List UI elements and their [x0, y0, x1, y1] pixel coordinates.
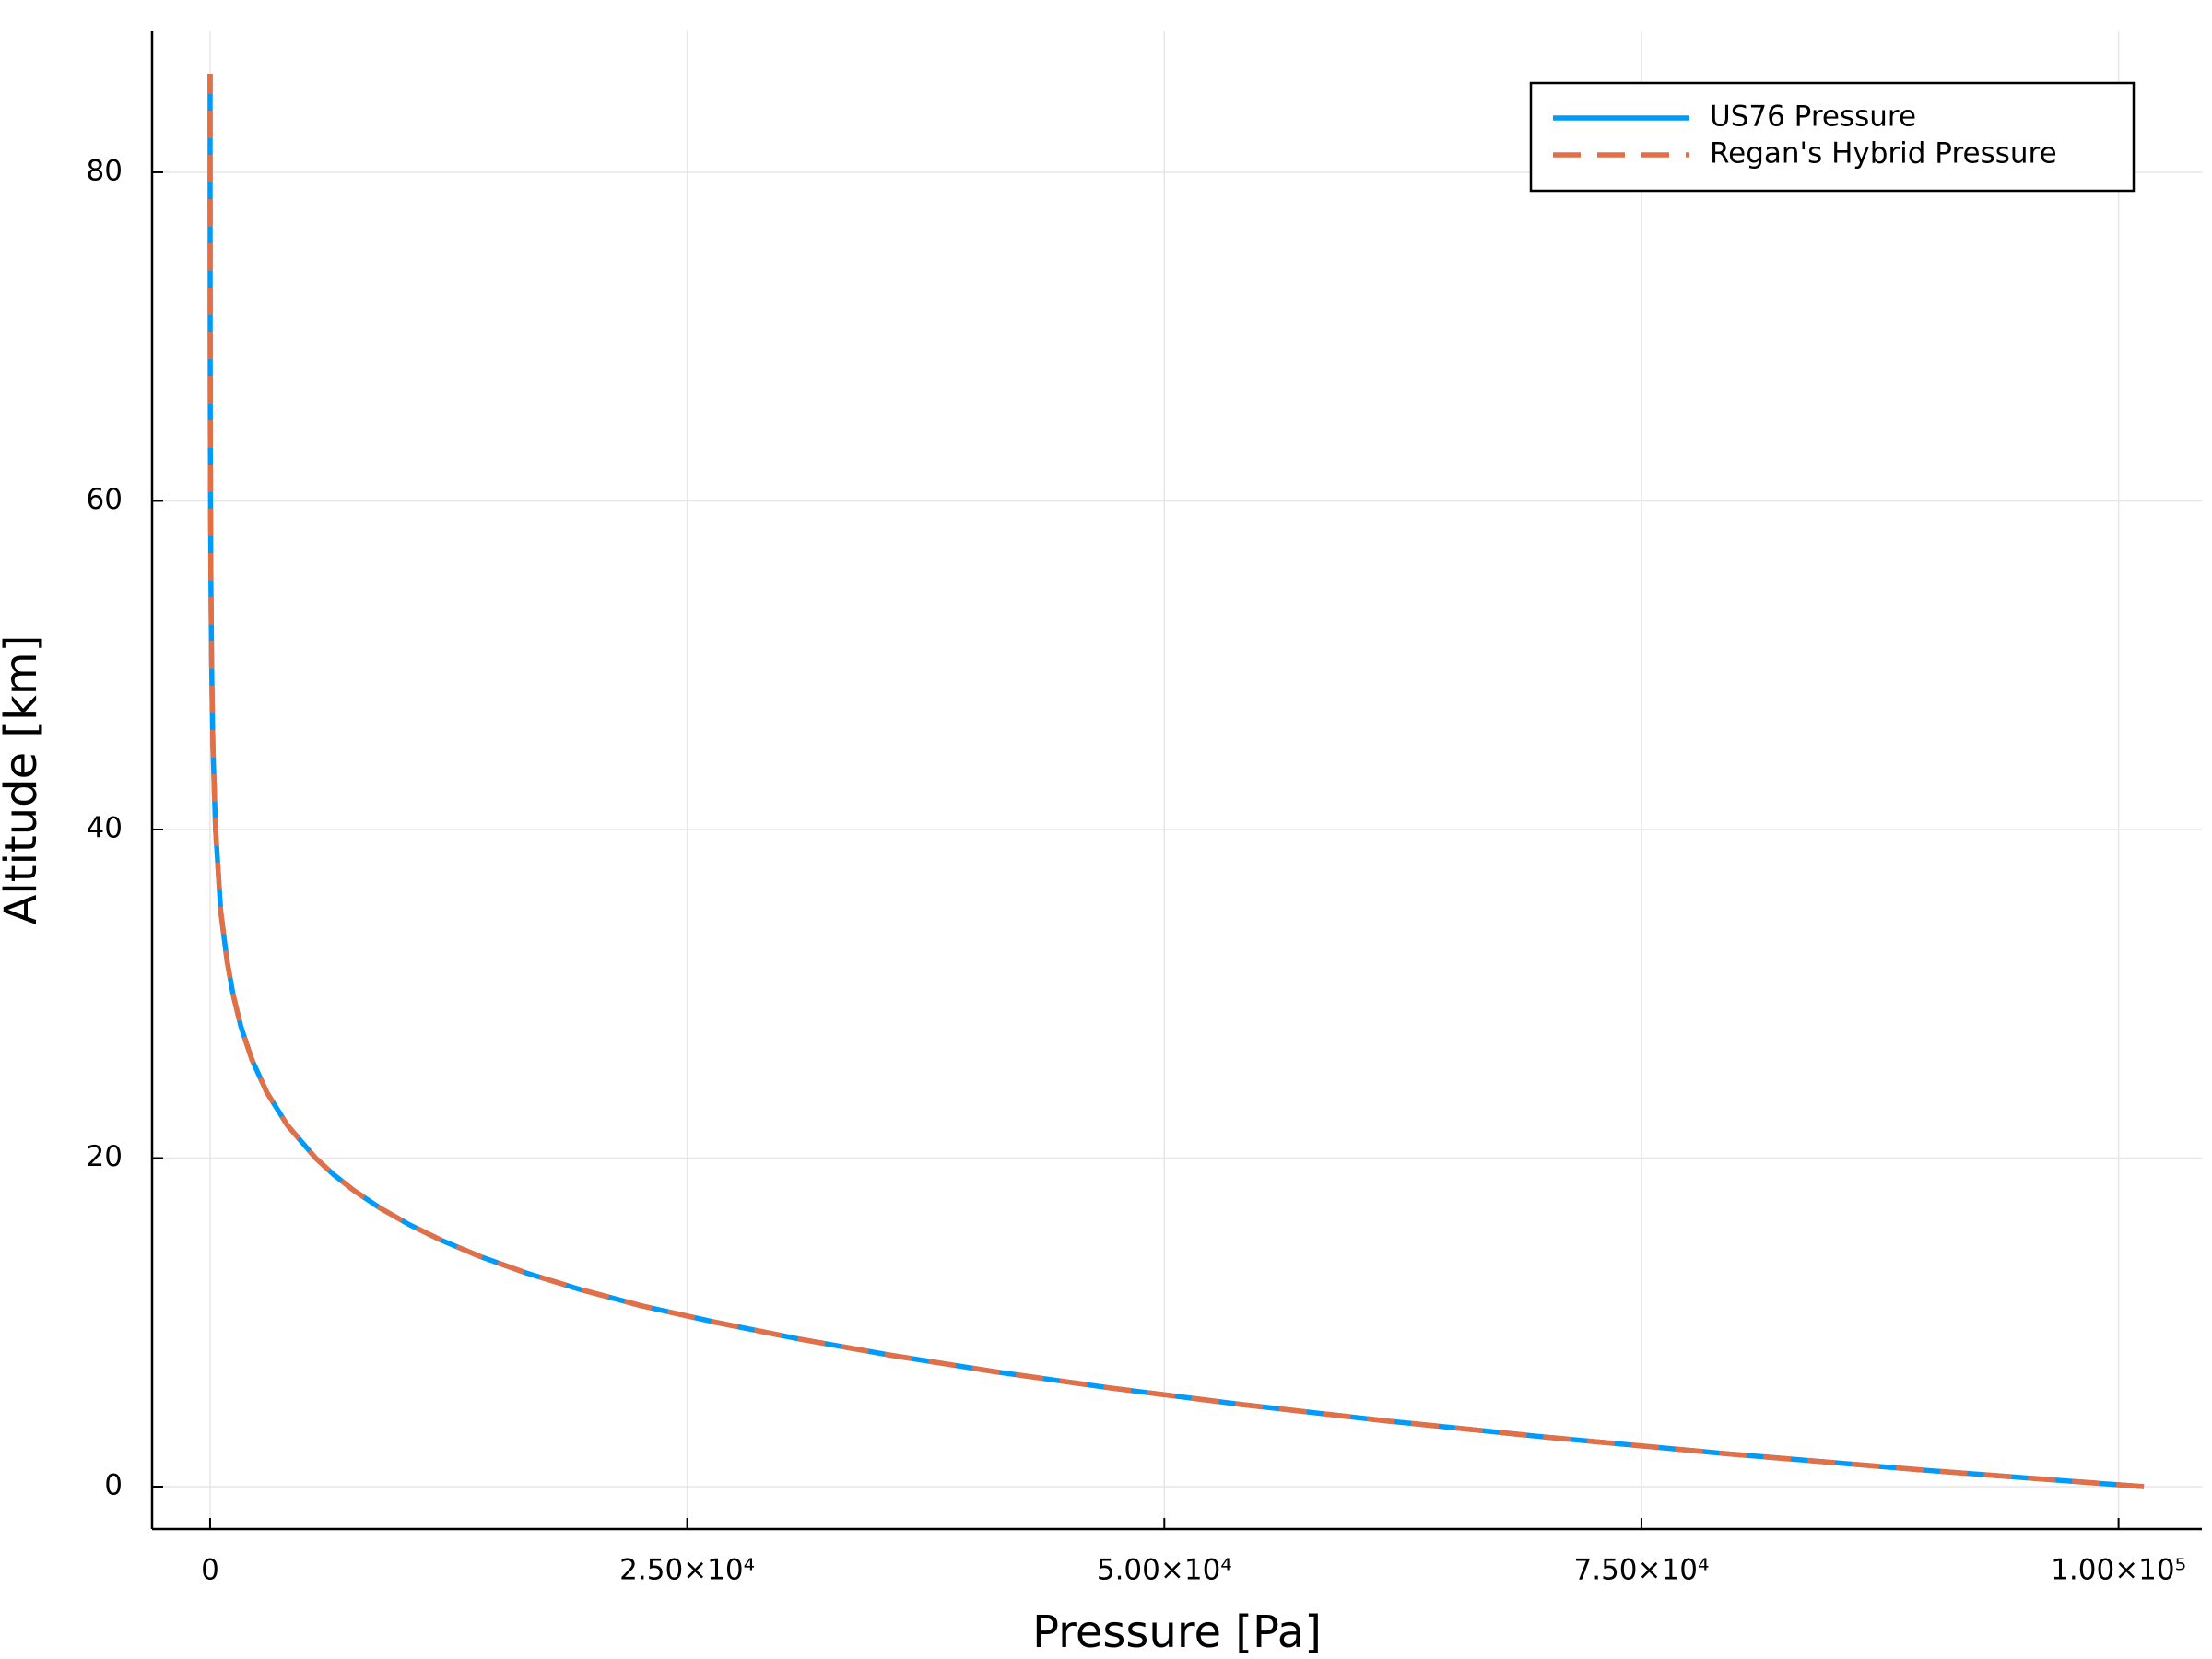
x-tick-label: 5.00×10⁴: [1097, 1554, 1232, 1587]
x-tick-label: 1.00×10⁵: [2051, 1554, 2186, 1587]
y-tick-label: 60: [87, 483, 123, 516]
y-tick-label: 80: [87, 154, 123, 187]
series-line: [207, 73, 2145, 1489]
x-axis-label: Pressure [Pa]: [1032, 1606, 1322, 1658]
y-tick-label: 40: [87, 811, 123, 844]
legend-label: Regan's Hybrid Pressure: [1710, 137, 2057, 171]
x-tick-label: 0: [201, 1554, 219, 1587]
legend-label: US76 Pressure: [1710, 100, 1916, 134]
y-tick-label: 0: [104, 1469, 123, 1502]
series-line: [207, 73, 2145, 1489]
y-tick-label: 20: [87, 1140, 123, 1173]
x-tick-label: 7.50×10⁴: [1574, 1554, 1710, 1587]
legend-box: [1529, 81, 2136, 193]
x-tick-label: 2.50×10⁴: [619, 1554, 755, 1587]
y-axis-label: Altitude [km]: [0, 635, 47, 925]
